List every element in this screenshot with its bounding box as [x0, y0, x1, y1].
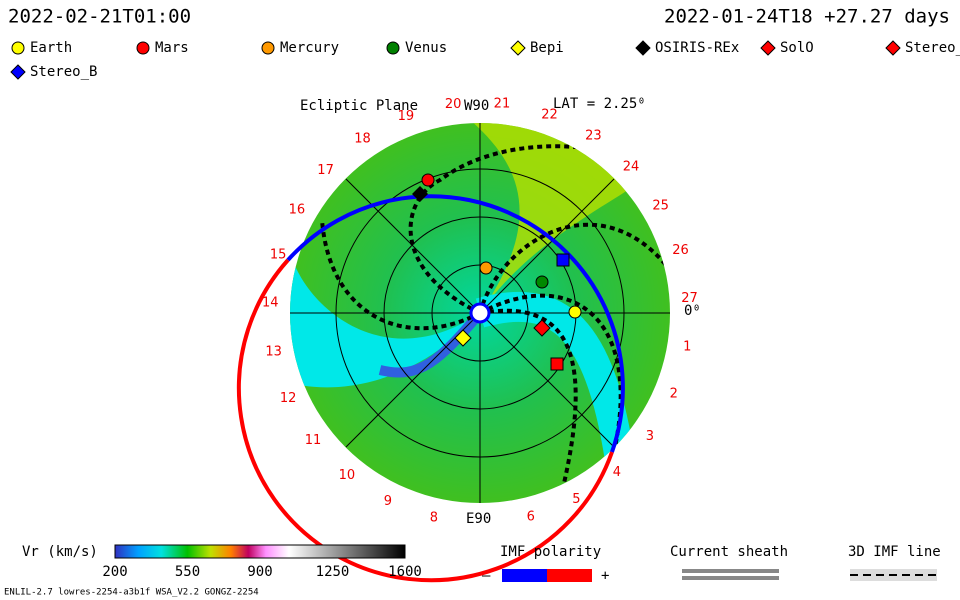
w90: W90: [464, 98, 489, 114]
legend-label: Mars: [155, 40, 189, 56]
ring-label: 26: [672, 243, 689, 258]
legend-item: Mercury: [261, 40, 339, 56]
ring-label: 15: [270, 248, 287, 263]
ring-label: 13: [265, 344, 282, 359]
colorbar-title: Vr (km/s): [22, 544, 98, 560]
legend-item: Stereo_B: [10, 64, 97, 80]
imf-minus: –: [482, 568, 491, 584]
ring-label: 5: [572, 492, 580, 507]
ring-label: 1: [683, 340, 691, 355]
legend-label: Earth: [30, 40, 72, 56]
legend: Earth Mars Mercury Venus Bepi OSIRIS-REx SolO S…: [10, 40, 960, 80]
colorbar-tick-label: 1250: [316, 564, 350, 580]
legend-item: Mars: [136, 40, 189, 56]
ring-label: 21: [494, 97, 511, 112]
ring-label: 8: [430, 510, 438, 525]
ring-label: 25: [652, 198, 669, 213]
legend-marker: [261, 41, 275, 55]
ring-label: 2: [670, 386, 678, 401]
ring-label: 12: [280, 391, 297, 406]
colorbar: [114, 544, 406, 559]
legend-marker: [885, 40, 901, 56]
ring-label: 27: [681, 291, 698, 306]
colorbar-tick-label: 1600: [388, 564, 422, 580]
footer: ENLIL-2.7 lowres-2254-a3b1f WSA_V2.2 GON…: [4, 588, 259, 598]
legend-label: Stereo_B: [30, 64, 97, 80]
ring-label: 19: [398, 109, 415, 124]
date-right: 2022-01-24T18 +27.27 days: [664, 6, 950, 28]
ring-label: 16: [289, 203, 306, 218]
legend-marker: [10, 64, 26, 80]
legend-marker: [136, 41, 150, 55]
sheath-line: [682, 576, 779, 580]
legend-marker: [635, 40, 651, 56]
ring-label: 11: [305, 433, 322, 448]
ring-label: 3: [646, 429, 654, 444]
ring-label: 14: [262, 296, 279, 311]
sheath-line: [682, 569, 779, 573]
imf-pos: [547, 569, 592, 582]
legend-item: Earth: [11, 40, 72, 56]
imf-line-title: 3D IMF line: [848, 544, 941, 560]
ring-label: 23: [585, 129, 602, 144]
e90: E90: [466, 511, 491, 527]
ring-label: 10: [339, 468, 356, 483]
ring-label: 6: [527, 509, 535, 524]
legend-label: Stereo_: [905, 40, 960, 56]
legend-label: OSIRIS-REx: [655, 40, 739, 56]
disk: [236, 123, 670, 583]
date-left: 2022-02-21T01:00: [8, 6, 191, 28]
imf-plus: +: [601, 568, 609, 584]
legend-item: SolO: [760, 40, 814, 56]
plot-title: Ecliptic Plane: [300, 98, 418, 114]
legend-item: OSIRIS-REx: [635, 40, 739, 56]
sheath-title: Current sheath: [670, 544, 788, 560]
legend-label: Venus: [405, 40, 447, 56]
legend-item: Bepi: [510, 40, 564, 56]
ring-label: 24: [623, 160, 640, 175]
legend-marker: [510, 40, 526, 56]
colorbar-tick-label: 550: [175, 564, 200, 580]
lat: LAT = 2.25⁰: [553, 96, 646, 112]
imf-neg: [502, 569, 547, 582]
colorbar-tick-label: 200: [102, 564, 127, 580]
colorbar-ticks: 200 550 900 1250 1600: [102, 564, 422, 580]
legend-marker: [11, 41, 25, 55]
legend-item: Venus: [386, 40, 447, 56]
ring-label: 17: [317, 163, 334, 178]
ring-label: 20: [445, 97, 462, 112]
imf-title: IMF polarity: [500, 544, 601, 560]
legend-label: Bepi: [530, 40, 564, 56]
legend-marker: [386, 41, 400, 55]
legend-label: SolO: [780, 40, 814, 56]
legend-label: Mercury: [280, 40, 339, 56]
colorbar-tick-label: 900: [247, 564, 272, 580]
legend-marker: [760, 40, 776, 56]
legend-item: Stereo_: [885, 40, 960, 56]
ring-label: 9: [384, 494, 392, 509]
ring-label: 4: [613, 465, 621, 480]
zero-deg: 0⁰: [684, 303, 701, 319]
ring-label: 22: [541, 107, 558, 122]
ring-label: 18: [354, 131, 371, 146]
